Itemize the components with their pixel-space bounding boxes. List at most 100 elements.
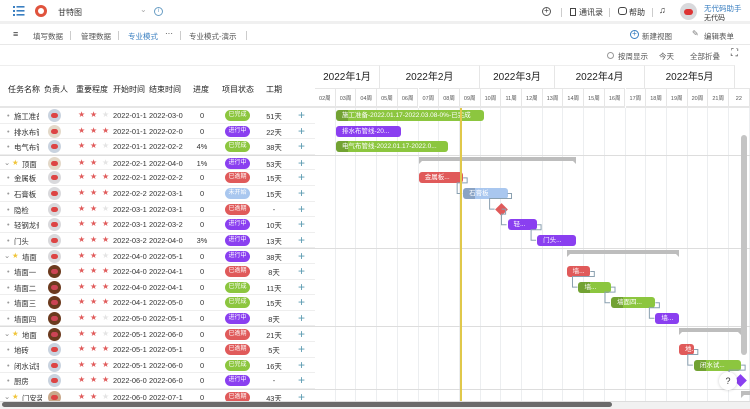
- col-progress[interactable]: 进度: [193, 85, 209, 94]
- importance-star-icon[interactable]: ★: [102, 344, 110, 353]
- col-status[interactable]: 项目状态: [222, 85, 254, 94]
- importance-star-icon[interactable]: ★: [90, 125, 98, 135]
- tab-fill-data[interactable]: 填写数据: [33, 32, 63, 41]
- add-subtask-icon[interactable]: +: [298, 170, 306, 185]
- col-importance[interactable]: 重要程度: [76, 85, 108, 94]
- task-name[interactable]: 门安装: [22, 393, 42, 403]
- tab-manage-data[interactable]: 管理数据: [81, 32, 111, 41]
- expand-chevron-icon[interactable]: ⌄: [4, 157, 11, 167]
- importance-star-icon[interactable]: ★: [102, 312, 110, 322]
- task-name[interactable]: 闭水试验: [14, 361, 39, 371]
- expand-chevron-icon[interactable]: ⌄: [4, 329, 11, 339]
- fullscreen-icon[interactable]: ⛶: [731, 48, 738, 59]
- group-summary-bar[interactable]: [418, 156, 576, 164]
- table-row[interactable]: • 石膏板 ★ ★ ★ 2022-02-2 2022-03-1 0 未开始 15天 +: [0, 186, 315, 202]
- table-row[interactable]: • 地砖 ★ ★ ★ 2022-05-1 2022-05-1 0 已逾期 5天 +: [0, 342, 315, 358]
- task-bar[interactable]: 电气布管线-2022.01.17-2022.0...: [336, 141, 449, 153]
- importance-star-icon[interactable]: ★: [102, 391, 110, 401]
- importance-star-icon[interactable]: ★: [78, 329, 86, 339]
- table-row[interactable]: • 墙面四 ★ ★ ★ 2022-05-0 2022-05-1 0 进行中 8天 +: [0, 311, 315, 327]
- add-subtask-icon[interactable]: +: [298, 295, 306, 310]
- importance-star-icon[interactable]: ★: [102, 266, 110, 275]
- importance-star-icon[interactable]: ★: [102, 297, 110, 307]
- importance-star-icon[interactable]: ★: [78, 219, 86, 229]
- table-row[interactable]: ⌄ ★ 地面 ★ ★ ★ 2022-05-1 2022-06-0 0 已逾期 21天 +: [0, 326, 315, 342]
- user-avatar[interactable]: [680, 3, 697, 20]
- importance-star-icon[interactable]: ★: [78, 391, 86, 401]
- task-bar[interactable]: 排水布管线-20...: [336, 125, 402, 137]
- add-subtask-icon[interactable]: +: [298, 279, 306, 294]
- add-subtask-icon[interactable]: +: [298, 232, 306, 247]
- add-subtask-icon[interactable]: +: [298, 327, 306, 342]
- tab-pro-mode[interactable]: 专业模式: [128, 32, 158, 41]
- table-row[interactable]: • 墙面二 ★ ★ ★ 2022-04-0 2022-04-1 0 已完成 11天 +: [0, 280, 315, 296]
- task-bar[interactable]: 地...: [679, 344, 694, 355]
- contacts-link[interactable]: 通讯录: [579, 8, 603, 17]
- task-bar[interactable]: 施工准备-2022.01.17-2022.03.08-0%-已完成: [336, 110, 484, 121]
- task-name[interactable]: 顶面: [22, 159, 37, 169]
- importance-star-icon[interactable]: ★: [90, 329, 98, 339]
- add-subtask-icon[interactable]: +: [298, 217, 306, 232]
- task-bar[interactable]: 墙...: [566, 266, 591, 277]
- importance-star-icon[interactable]: ★: [78, 344, 86, 353]
- table-row[interactable]: • 门头 ★ ★ ★ 2022-03-2 2022-04-0 3% 进行中 13天 +: [0, 233, 315, 249]
- importance-star-icon[interactable]: ★: [90, 157, 98, 167]
- edit-form-button[interactable]: 编辑表单: [704, 32, 734, 41]
- importance-star-icon[interactable]: ★: [78, 312, 86, 322]
- task-name[interactable]: 墙面四: [14, 314, 37, 324]
- importance-star-icon[interactable]: ★: [102, 359, 110, 369]
- add-subtask-icon[interactable]: +: [298, 342, 306, 356]
- importance-star-icon[interactable]: ★: [102, 251, 110, 261]
- new-view-button[interactable]: 新建视图: [642, 32, 672, 41]
- chevron-down-icon[interactable]: ⌄: [140, 5, 147, 14]
- col-start[interactable]: 开始时间: [113, 85, 145, 94]
- importance-star-icon[interactable]: ★: [90, 141, 98, 151]
- add-subtask-icon[interactable]: +: [298, 108, 306, 122]
- expand-chevron-icon[interactable]: ⌄: [4, 251, 11, 261]
- task-name[interactable]: 施工准备: [14, 112, 39, 121]
- importance-star-icon[interactable]: ★: [90, 375, 98, 385]
- importance-star-icon[interactable]: ★: [90, 281, 98, 291]
- table-row[interactable]: ⌄ ★ 墙面 ★ ★ ★ 2022-04-0 2022-05-1 0 进行中 38天 +: [0, 248, 315, 264]
- collapse-all-button[interactable]: 全部折叠: [690, 52, 720, 61]
- col-task-name[interactable]: 任务名称: [8, 85, 40, 94]
- user-name[interactable]: 无代码助手: [704, 4, 742, 13]
- importance-star-icon[interactable]: ★: [102, 125, 110, 135]
- importance-star-icon[interactable]: ★: [90, 234, 98, 244]
- vertical-scrollbar[interactable]: [741, 135, 747, 355]
- importance-star-icon[interactable]: ★: [90, 297, 98, 307]
- horizontal-scrollbar[interactable]: [2, 402, 612, 407]
- task-bar[interactable]: 门头...: [537, 234, 576, 246]
- task-bar[interactable]: 墙面四...: [611, 297, 656, 309]
- add-subtask-icon[interactable]: +: [298, 264, 306, 278]
- importance-star-icon[interactable]: ★: [102, 141, 110, 151]
- by-week-toggle[interactable]: 按周显示: [618, 52, 648, 61]
- add-subtask-icon[interactable]: +: [298, 249, 306, 264]
- importance-star-icon[interactable]: ★: [78, 188, 86, 197]
- task-name[interactable]: 墙面一: [14, 268, 37, 277]
- add-subtask-icon[interactable]: +: [298, 357, 306, 372]
- importance-star-icon[interactable]: ★: [78, 157, 86, 167]
- importance-star-icon[interactable]: ★: [78, 281, 86, 291]
- task-name[interactable]: 地砖: [14, 346, 29, 355]
- task-name[interactable]: 隐检: [14, 205, 29, 215]
- table-row[interactable]: • 隐检 ★ ★ ★ 2022-03-1 2022-03-1 0 已逾期 - +: [0, 202, 315, 218]
- importance-star-icon[interactable]: ★: [102, 188, 110, 197]
- group-summary-bar[interactable]: [679, 328, 742, 336]
- importance-star-icon[interactable]: ★: [78, 110, 86, 119]
- importance-star-icon[interactable]: ★: [78, 125, 86, 135]
- help-float-button[interactable]: ?: [719, 372, 737, 390]
- importance-star-icon[interactable]: ★: [102, 234, 110, 244]
- importance-star-icon[interactable]: ★: [78, 266, 86, 275]
- importance-star-icon[interactable]: ★: [90, 188, 98, 197]
- table-row[interactable]: • 墙面一 ★ ★ ★ 2022-04-0 2022-04-1 0 已逾期 8天 +: [0, 264, 315, 280]
- importance-star-icon[interactable]: ★: [102, 110, 110, 119]
- add-subtask-icon[interactable]: +: [298, 373, 306, 388]
- importance-star-icon[interactable]: ★: [90, 266, 98, 275]
- importance-star-icon[interactable]: ★: [102, 203, 110, 213]
- task-name[interactable]: 墙面: [22, 253, 37, 263]
